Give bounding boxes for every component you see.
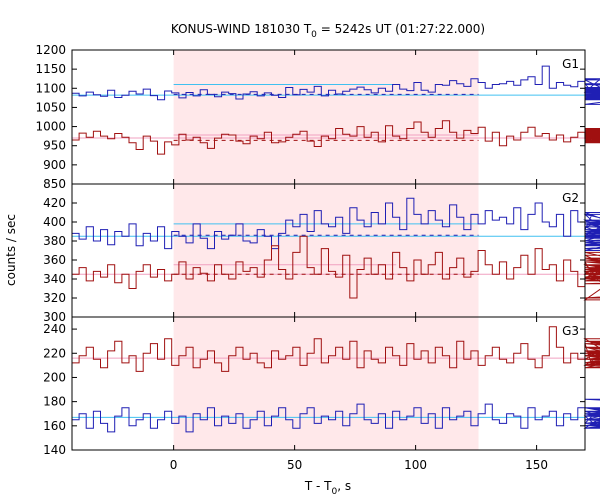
y-tick-label: 300 — [43, 310, 66, 324]
y-tick-label: 220 — [43, 346, 66, 360]
y-tick-label: 200 — [43, 370, 66, 384]
y-tick-label: 160 — [43, 419, 66, 433]
y-tick-label: 1100 — [35, 81, 66, 95]
y-tick-label: 420 — [43, 196, 66, 210]
y-tick-label: 850 — [43, 177, 66, 191]
y-axis-label: counts / sec — [4, 214, 18, 286]
series-red — [72, 120, 600, 155]
x-tick-label: 50 — [287, 458, 302, 472]
x-tick-label: 100 — [404, 458, 427, 472]
y-tick-label: 950 — [43, 139, 66, 153]
y-tick-label: 400 — [43, 215, 66, 229]
y-tick-label: 140 — [43, 443, 66, 457]
highlight-band — [173, 317, 479, 450]
panel-label: G1 — [562, 57, 579, 71]
y-tick-label: 900 — [43, 158, 66, 172]
x-tick-label: 0 — [170, 458, 178, 472]
y-tick-label: 340 — [43, 272, 66, 286]
x-tick-label: 150 — [525, 458, 548, 472]
series-blue — [72, 197, 600, 251]
panel-g3: 140 160 180 200 220 240 0 50 100 150 G3 — [43, 316, 600, 472]
panel-frame — [71, 316, 586, 451]
y-tick-label: 1150 — [35, 62, 66, 76]
chart-title: KONUS-WIND 181030 T0 = 5242s UT (01:27:2… — [171, 22, 485, 40]
y-tick-label: 180 — [43, 395, 66, 409]
series-blue — [72, 65, 600, 105]
panel-label: G3 — [562, 324, 579, 338]
y-tick-label: 360 — [43, 253, 66, 267]
y-tick-label: 1050 — [35, 100, 66, 114]
panel-g1: 850 900 950 1000 1050 1100 1150 1200 G1 — [35, 43, 600, 191]
x-axis-label: T - T0, s — [304, 479, 351, 497]
y-tick-label: 1000 — [35, 120, 66, 134]
y-tick-label: 1200 — [35, 43, 66, 57]
highlight-band — [173, 184, 479, 317]
highlight-band — [173, 50, 479, 184]
y-tick-label: 320 — [43, 291, 66, 305]
y-tick-label: 240 — [43, 322, 66, 336]
y-tick-label: 380 — [43, 234, 66, 248]
panel-g2: 300 320 340 360 380 400 420 G2 — [43, 183, 600, 324]
panel-label: G2 — [562, 191, 579, 205]
